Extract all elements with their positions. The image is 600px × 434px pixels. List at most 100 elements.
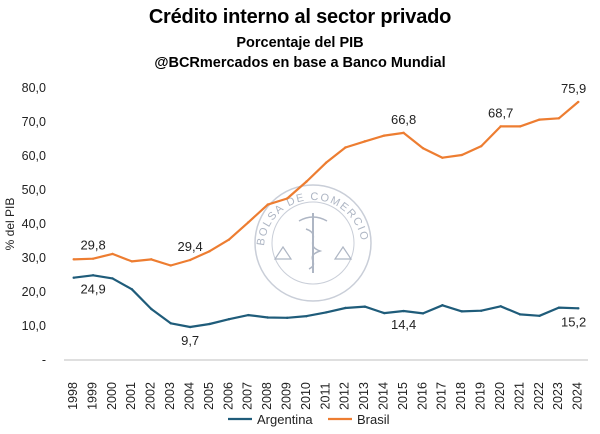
x-tick-label: 2010 bbox=[299, 382, 313, 410]
series-line-brasil bbox=[73, 101, 580, 267]
data-point-argentina bbox=[266, 316, 269, 319]
seal-wings bbox=[298, 216, 328, 222]
data-point-brasil bbox=[402, 131, 405, 135]
data-point-argentina bbox=[402, 309, 405, 313]
x-tick-label: 2017 bbox=[435, 382, 449, 410]
data-point-brasil bbox=[285, 197, 289, 200]
bcr-seal-watermark: BOLSA DE COMERCIO DE ROSARIO bbox=[0, 0, 372, 302]
data-point-brasil bbox=[130, 260, 134, 263]
seal-outer-ring bbox=[254, 184, 372, 302]
y-tick-label: 30,0 bbox=[22, 251, 46, 265]
x-tick-label: 2019 bbox=[474, 382, 488, 410]
data-point-argentina bbox=[441, 304, 444, 307]
data-point-argentina bbox=[383, 311, 386, 315]
data-point-argentina bbox=[363, 305, 367, 308]
data-label: 75,9 bbox=[561, 81, 586, 96]
chart-subtitle: Porcentaje del PIB bbox=[236, 35, 364, 51]
data-point-argentina bbox=[344, 306, 347, 310]
data-point-brasil bbox=[344, 146, 347, 149]
x-tick-label: 2009 bbox=[279, 382, 293, 410]
x-tick-label: 2008 bbox=[260, 382, 274, 410]
series-lines bbox=[72, 100, 580, 329]
y-tick-label: 10,0 bbox=[22, 319, 46, 333]
x-tick-label: 2006 bbox=[221, 382, 235, 410]
data-point-brasil bbox=[421, 146, 425, 150]
x-tick-label: 2012 bbox=[338, 382, 352, 410]
data-point-argentina bbox=[188, 325, 192, 329]
y-axis: - 10,0 20,0 30,0 40,0 50,0 60,0 70,0 80,0 % del P… bbox=[3, 81, 46, 367]
data-label: 29,4 bbox=[177, 239, 202, 254]
data-point-brasil bbox=[460, 153, 464, 157]
data-point-argentina bbox=[538, 314, 541, 317]
data-point-brasil bbox=[557, 117, 561, 120]
series-line-argentina bbox=[73, 274, 579, 329]
data-point-argentina bbox=[72, 276, 75, 279]
data-point-argentina bbox=[518, 313, 522, 316]
data-point-brasil bbox=[91, 257, 95, 260]
data-point-argentina bbox=[577, 307, 580, 310]
x-tick-label: 2016 bbox=[415, 382, 429, 410]
data-point-argentina bbox=[460, 310, 464, 313]
x-tick-label: 2000 bbox=[105, 382, 119, 410]
data-label: 9,7 bbox=[181, 333, 199, 348]
x-tick-label: 2003 bbox=[163, 382, 177, 410]
data-point-brasil bbox=[383, 134, 386, 137]
seal-text: BOLSA DE COMERCIO DE ROSARIO bbox=[0, 0, 371, 247]
x-tick-label: 2007 bbox=[241, 382, 255, 410]
data-point-brasil bbox=[111, 252, 114, 256]
data-point-brasil bbox=[577, 100, 580, 104]
seal-text-path: BOLSA DE COMERCIO DE ROSARIO bbox=[0, 0, 369, 247]
data-point-brasil bbox=[72, 258, 75, 261]
data-point-brasil bbox=[324, 161, 328, 164]
data-point-brasil bbox=[247, 221, 250, 224]
seal-scales bbox=[273, 245, 353, 260]
x-tick-label: 2013 bbox=[357, 382, 371, 410]
data-point-brasil bbox=[518, 125, 522, 128]
data-point-argentina bbox=[130, 288, 134, 291]
data-label: 15,2 bbox=[561, 314, 586, 329]
y-tick-label: 40,0 bbox=[22, 217, 46, 231]
data-point-argentina bbox=[499, 305, 502, 308]
data-label: 29,8 bbox=[80, 238, 105, 253]
data-point-brasil bbox=[169, 264, 172, 267]
x-tick-label: 2001 bbox=[124, 382, 138, 410]
x-tick-label: 2018 bbox=[454, 382, 468, 410]
data-point-brasil bbox=[499, 125, 502, 128]
data-point-brasil bbox=[266, 203, 269, 206]
y-tick-label: 80,0 bbox=[22, 81, 46, 95]
data-point-brasil bbox=[441, 156, 444, 159]
y-tick-label: 50,0 bbox=[22, 183, 46, 197]
data-point-brasil bbox=[150, 258, 153, 261]
chart-title: Crédito interno al sector privado bbox=[148, 6, 452, 28]
data-point-argentina bbox=[247, 313, 250, 317]
data-point-brasil bbox=[538, 118, 541, 121]
y-axis-title: % del PIB bbox=[3, 198, 17, 251]
data-point-argentina bbox=[150, 307, 153, 311]
data-point-argentina bbox=[480, 309, 483, 312]
data-label: 24,9 bbox=[80, 281, 105, 296]
y-tick-label: 60,0 bbox=[22, 149, 46, 163]
x-tick-label: 2020 bbox=[493, 382, 507, 410]
x-tick-label: 1999 bbox=[85, 382, 99, 410]
x-tick-label: 2015 bbox=[396, 382, 410, 410]
data-point-brasil bbox=[305, 180, 308, 183]
data-point-argentina bbox=[305, 314, 308, 318]
x-tick-label: 2022 bbox=[532, 382, 546, 410]
seal-snake bbox=[305, 228, 323, 270]
x-tick-label: 2011 bbox=[318, 383, 332, 410]
data-point-argentina bbox=[227, 318, 231, 321]
data-point-argentina bbox=[557, 306, 561, 309]
data-labels: 29,8 29,4 66,8 68,7 75,9 24,9 9,7 14,4 15,2 bbox=[80, 81, 586, 348]
data-point-argentina bbox=[421, 312, 425, 315]
x-tick-label: 1998 bbox=[66, 382, 80, 410]
data-label: 66,8 bbox=[391, 112, 416, 127]
data-point-brasil bbox=[188, 258, 192, 262]
y-tick-label: 70,0 bbox=[22, 115, 46, 129]
legend-label-brasil: Brasil bbox=[357, 412, 390, 427]
legend-label-argentina: Argentina bbox=[257, 412, 313, 427]
x-tick-label: 2005 bbox=[202, 382, 216, 410]
seal-inner-ring bbox=[271, 201, 355, 285]
x-axis: 1998 1999 2000 2001 2002 2003 2004 2005 2006 2007… bbox=[64, 359, 588, 410]
data-point-argentina bbox=[169, 322, 172, 325]
